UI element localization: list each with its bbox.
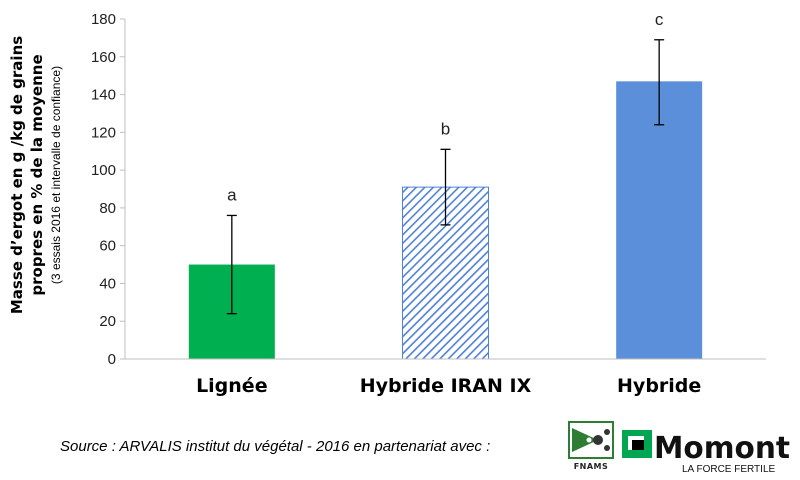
- error-bars: [226, 39, 665, 315]
- error-bar-0: [226, 214, 237, 315]
- source-note: Source : ARVALIS institut du végétal - 2…: [60, 438, 491, 455]
- y-tick-label: 140: [91, 87, 116, 104]
- momont-logo: Momont LA FORCE FERTILE: [622, 430, 790, 475]
- significance-label-0: a: [227, 185, 237, 204]
- y-axis-label-line-1: Masse d’ergot en g /kg de grains: [8, 36, 26, 314]
- momont-logo-text: Momont: [654, 431, 790, 466]
- significance-label-2: c: [655, 10, 664, 29]
- y-tick-label: 160: [91, 49, 116, 66]
- y-tick-label: 0: [108, 351, 116, 368]
- y-axis-label-line-2: propres en % de la moyenne: [28, 54, 46, 295]
- y-tick-label: 80: [99, 200, 116, 217]
- error-bar-1: [440, 148, 451, 226]
- x-axis: Lignée Hybride IRAN IX Hybride: [125, 358, 766, 397]
- y-tick-label: 180: [91, 11, 116, 28]
- significance-labels: a b c: [227, 10, 664, 205]
- y-tick-label: 60: [99, 238, 116, 255]
- x-category-label-0: Lignée: [196, 375, 268, 397]
- error-bar-2: [654, 39, 665, 126]
- y-tick-label: 120: [91, 124, 116, 141]
- y-axis: 0 20 40 60 80 100 120 140 160 180: [91, 11, 126, 368]
- momont-tagline: LA FORCE FERTILE: [682, 464, 776, 475]
- y-tick-label: 100: [91, 162, 116, 179]
- fnams-logo-text: FNAMS: [573, 462, 609, 471]
- x-category-label-2: Hybride: [617, 375, 701, 397]
- significance-label-1: b: [441, 119, 450, 138]
- y-tick-label: 20: [99, 313, 116, 330]
- fnams-logo: [568, 421, 614, 459]
- x-category-label-1: Hybride IRAN IX: [360, 375, 532, 397]
- y-tick-label: 40: [99, 275, 116, 292]
- y-axis-label: Masse d’ergot en g /kg de grains propres…: [8, 36, 63, 314]
- y-axis-label-line-3: (3 essais 2016 et intervalle de confianc…: [49, 66, 63, 284]
- bar-2: [616, 81, 703, 359]
